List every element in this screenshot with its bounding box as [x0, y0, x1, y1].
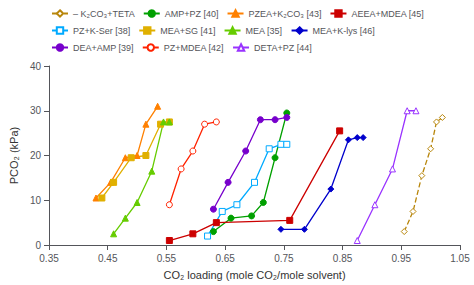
svg-text:0.65: 0.65	[215, 253, 235, 264]
svg-text:0.85: 0.85	[333, 253, 353, 264]
svg-text:30: 30	[30, 105, 42, 116]
svg-text:MEA+SG [41]: MEA+SG [41]	[160, 26, 215, 36]
svg-text:PZ+K-Ser [38]: PZ+K-Ser [38]	[73, 26, 130, 36]
svg-text:0.95: 0.95	[392, 253, 412, 264]
svg-text:PCO₂ (kPa): PCO₂ (kPa)	[8, 127, 20, 184]
svg-text:0.35: 0.35	[39, 253, 59, 264]
svg-text:0.55: 0.55	[157, 253, 177, 264]
svg-text:CO₂ loading (mole CO₂/mole sol: CO₂ loading (mole CO₂/mole solvent)	[163, 269, 345, 281]
svg-text:MEA+K-lys [46]: MEA+K-lys [46]	[313, 26, 375, 36]
svg-text:0: 0	[35, 240, 41, 251]
svg-text:1.05: 1.05	[450, 253, 470, 264]
svg-text:DEA+AMP [39]: DEA+AMP [39]	[73, 43, 134, 53]
svg-text:40: 40	[30, 61, 42, 72]
svg-text:PZEA+K₂CO₃ [43]: PZEA+K₂CO₃ [43]	[249, 9, 322, 19]
svg-text:AEEA+MDEA [45]: AEEA+MDEA [45]	[351, 9, 423, 19]
svg-text:10: 10	[30, 195, 42, 206]
svg-text:DETA+PZ [44]: DETA+PZ [44]	[254, 43, 312, 53]
svg-text:0.45: 0.45	[98, 253, 118, 264]
svg-text:20: 20	[30, 150, 42, 161]
svg-text:– K₂CO₃+TETA: – K₂CO₃+TETA	[73, 9, 135, 19]
svg-text:MEA [35]: MEA [35]	[246, 26, 283, 36]
svg-text:AMP+PZ [40]: AMP+PZ [40]	[165, 9, 219, 19]
svg-text:0.75: 0.75	[274, 253, 294, 264]
svg-text:PZ+MDEA [42]: PZ+MDEA [42]	[164, 43, 224, 53]
